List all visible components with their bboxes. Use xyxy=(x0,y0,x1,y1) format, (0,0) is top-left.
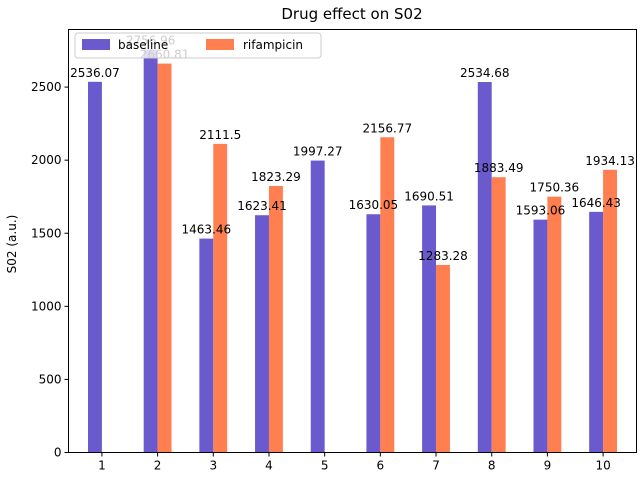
bar-rifampicin xyxy=(436,264,450,453)
data-label: 1934.13 xyxy=(585,154,635,168)
y-tick-label: 500 xyxy=(39,372,62,386)
legend-label-rifampicin: rifampicin xyxy=(243,38,303,52)
bar-baseline xyxy=(533,219,548,453)
data-label: 1630.05 xyxy=(349,198,399,212)
data-label: 1750.36 xyxy=(530,181,580,195)
bar-baseline xyxy=(310,160,325,453)
legend: baseline rifampicin xyxy=(74,32,322,59)
data-label: 1646.43 xyxy=(571,196,621,210)
legend-label-baseline: baseline xyxy=(118,38,168,52)
bar-rifampicin xyxy=(603,169,618,453)
bar-baseline xyxy=(255,215,269,453)
bar-baseline xyxy=(422,205,437,453)
bar-rifampicin xyxy=(268,185,283,453)
data-label: 1283.28 xyxy=(418,249,468,263)
legend-swatch-rifampicin xyxy=(206,39,234,50)
axis-ticks: 1 2 3 4 5 6 7 8 9 10 0 500 1000 1500 2000 2500 xyxy=(31,80,611,472)
x-tick-label: 4 xyxy=(265,459,273,473)
bar-baseline xyxy=(199,238,214,453)
data-label: 1823.29 xyxy=(251,170,301,184)
x-tick-label: 10 xyxy=(595,459,610,473)
x-tick-label: 6 xyxy=(377,459,385,473)
x-tick-label: 1 xyxy=(98,459,106,473)
chart-title: Drug effect on S02 xyxy=(281,5,422,23)
bar-rifampicin xyxy=(380,137,395,453)
y-tick-label: 1500 xyxy=(31,226,62,240)
data-label: 2536.07 xyxy=(70,66,120,80)
y-tick-label: 2000 xyxy=(31,153,62,167)
legend-box xyxy=(74,32,322,59)
legend-swatch-baseline xyxy=(82,39,110,50)
plot-frame xyxy=(68,29,637,453)
bar-rifampicin xyxy=(491,177,506,453)
data-label: 2111.5 xyxy=(199,128,241,142)
data-label: 1623.41 xyxy=(237,199,287,213)
bar-baseline xyxy=(366,214,381,453)
bar-baseline xyxy=(589,211,604,453)
x-tick-label: 2 xyxy=(154,459,162,473)
x-tick-label: 3 xyxy=(209,459,217,473)
x-tick-label: 5 xyxy=(321,459,329,473)
y-tick-label: 0 xyxy=(54,446,62,460)
bar-rifampicin xyxy=(213,143,228,453)
data-label: 1690.51 xyxy=(404,189,454,203)
data-label: 1463.46 xyxy=(182,223,232,237)
data-label: 1593.06 xyxy=(516,204,566,218)
x-tick-label: 9 xyxy=(544,459,552,473)
x-tick-label: 7 xyxy=(432,459,440,473)
x-tick-label: 8 xyxy=(488,459,496,473)
data-label: 1883.49 xyxy=(474,161,524,175)
bar-baseline xyxy=(477,82,492,453)
data-label: 1997.27 xyxy=(293,145,343,159)
data-label: 2534.68 xyxy=(460,66,510,80)
y-tick-label: 1000 xyxy=(31,299,62,313)
y-tick-label: 2500 xyxy=(31,80,62,94)
bar-rifampicin xyxy=(547,196,562,453)
y-axis-label: S02 (a.u.) xyxy=(5,215,19,274)
data-label: 2156.77 xyxy=(362,121,412,135)
bar-baseline xyxy=(87,81,102,453)
bars xyxy=(87,49,618,453)
bar-baseline xyxy=(143,49,158,453)
bar-rifampicin xyxy=(157,63,172,453)
